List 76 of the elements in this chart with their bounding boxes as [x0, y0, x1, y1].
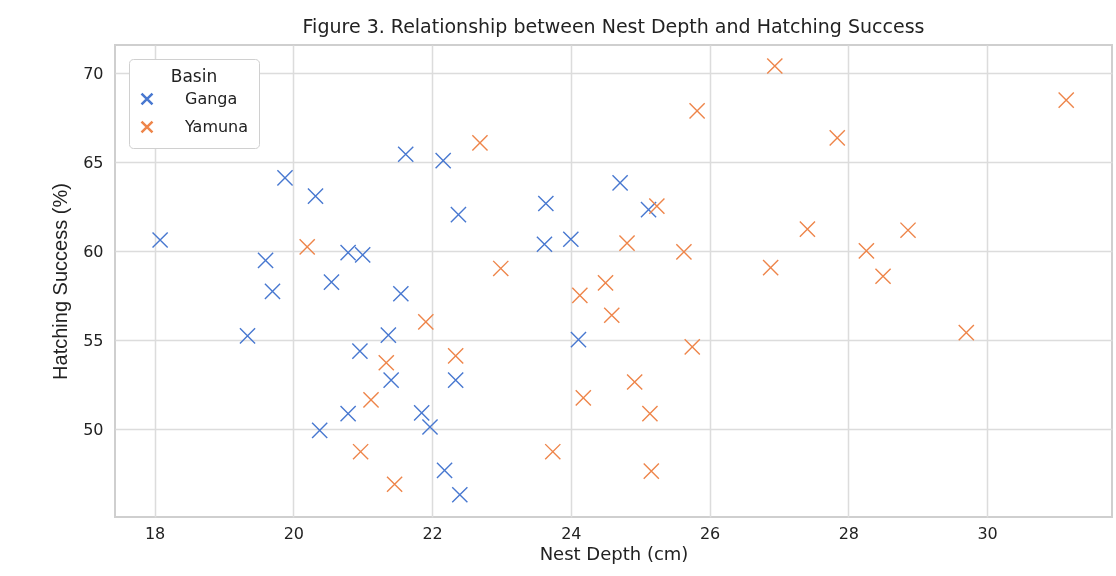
x-tick-label: 30 [977, 523, 998, 543]
point [603, 306, 621, 324]
chart-title: Figure 3. Relationship between Nest Depth and Hatching Success [302, 15, 925, 37]
point [492, 260, 510, 277]
point [537, 195, 555, 212]
point [323, 273, 340, 291]
point [643, 462, 660, 480]
y-tick-label: 65 [83, 152, 104, 172]
point [392, 285, 410, 302]
x-tick-label: 28 [838, 523, 860, 543]
point [471, 134, 489, 152]
point [874, 268, 892, 285]
point [382, 371, 400, 389]
point [828, 129, 846, 147]
point [1057, 91, 1075, 109]
point [351, 342, 369, 360]
point [378, 354, 395, 372]
point [264, 283, 281, 300]
point [380, 326, 397, 344]
x-tick-label: 22 [422, 523, 443, 543]
point [436, 462, 453, 479]
y-tick-label: 50 [83, 419, 104, 439]
point [421, 418, 439, 436]
point [451, 486, 469, 504]
point [899, 221, 917, 239]
x-tick-label: 18 [144, 523, 166, 543]
point [447, 371, 464, 389]
point [386, 475, 403, 493]
point [575, 389, 592, 407]
point [641, 405, 659, 422]
point [648, 197, 666, 215]
point [799, 220, 816, 238]
point [626, 373, 643, 391]
point [571, 287, 589, 304]
point [450, 206, 467, 223]
point [675, 243, 693, 261]
point [239, 327, 256, 345]
point [688, 102, 706, 120]
x-tick-label: 24 [561, 523, 582, 543]
point [339, 405, 357, 422]
point [762, 259, 779, 276]
point [352, 443, 369, 460]
point [683, 338, 701, 356]
point [447, 347, 464, 365]
point [544, 443, 562, 460]
point [536, 235, 553, 253]
point [413, 404, 430, 422]
point [307, 187, 324, 205]
point [858, 242, 875, 260]
point [298, 238, 316, 256]
point [397, 145, 414, 163]
x-axis-title: Nest Depth (cm) [539, 542, 689, 564]
x-tick-label: 26 [699, 523, 721, 543]
point [257, 252, 274, 269]
point [766, 57, 784, 75]
legend-title: Basin [170, 66, 218, 86]
point [640, 201, 657, 218]
point [618, 234, 636, 252]
y-tick-label: 70 [83, 63, 104, 83]
point [570, 331, 587, 348]
point [362, 391, 380, 409]
point [151, 231, 169, 249]
point [958, 324, 975, 341]
point [611, 174, 629, 192]
y-tick-label: 55 [83, 330, 104, 350]
point [417, 313, 435, 331]
y-tick-label: 60 [83, 241, 104, 261]
x-tick-label: 20 [283, 523, 304, 543]
point [597, 274, 614, 292]
point [276, 169, 294, 187]
legend-label: Ganga [185, 89, 238, 108]
point [562, 231, 580, 248]
y-axis-title: Hatching Success (%) [49, 183, 72, 380]
point [311, 422, 328, 439]
point [434, 152, 452, 169]
legend-label: Yamuna [184, 117, 249, 136]
